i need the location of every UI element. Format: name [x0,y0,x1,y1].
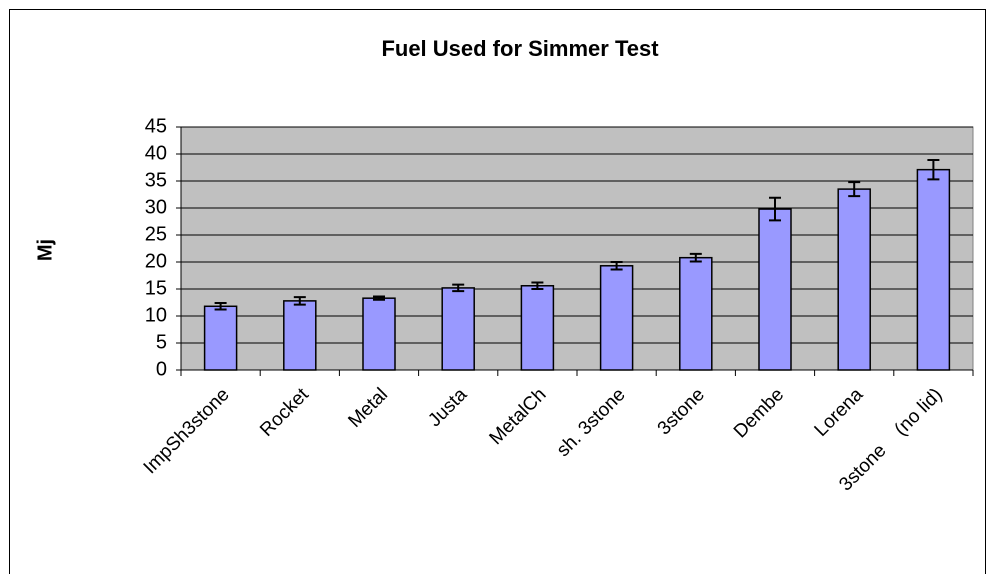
bar [362,297,396,371]
bar [679,256,713,371]
error-bar [689,252,702,263]
bar [441,287,475,371]
y-tick-label: 15 [145,277,167,299]
error-bar [769,196,781,222]
y-tick-label: 25 [145,223,167,245]
error-bar [293,296,306,306]
y-axis-label: Mj [34,239,56,261]
bar [520,285,555,371]
error-bar [214,302,227,311]
error-bar [610,261,623,271]
y-tick-label: 20 [145,250,167,272]
chart-title: Fuel Used for Simmer Test [381,36,659,61]
y-tick-label: 5 [156,331,167,353]
bar [203,305,238,371]
y-tick-label: 10 [145,304,167,326]
error-bar [531,281,544,290]
error-bar [373,295,385,301]
y-tick-label: 40 [145,142,167,164]
y-tick-label: 35 [145,169,167,191]
error-bar [452,283,465,293]
bar [283,300,317,371]
bar [837,188,871,371]
bar [599,265,634,371]
y-tick-label: 45 [145,115,167,137]
y-tick-label: 30 [145,196,167,218]
bar [758,208,792,371]
bar [916,168,951,371]
error-bar [848,181,861,198]
error-bar [927,158,940,181]
y-tick-label: 0 [156,358,167,380]
